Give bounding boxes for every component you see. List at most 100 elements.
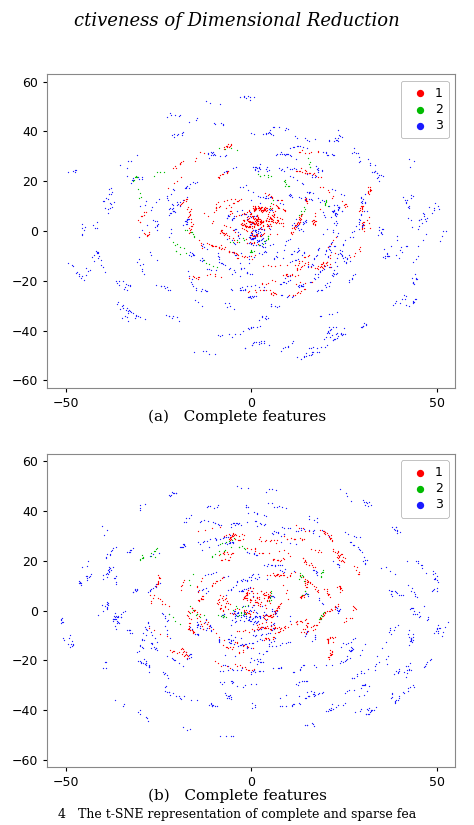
Point bbox=[280, 544, 288, 557]
Point bbox=[191, 345, 198, 358]
Point bbox=[272, 216, 280, 229]
Point bbox=[217, 547, 224, 560]
Point bbox=[299, 615, 306, 628]
Point bbox=[296, 215, 304, 229]
Point bbox=[249, 618, 256, 631]
Point bbox=[286, 536, 293, 549]
Point bbox=[215, 253, 223, 266]
Point bbox=[316, 523, 324, 536]
Point bbox=[241, 282, 249, 295]
Point bbox=[123, 624, 130, 637]
Point bbox=[228, 629, 235, 642]
Point bbox=[361, 679, 368, 692]
Point bbox=[187, 651, 195, 664]
Point bbox=[301, 554, 309, 567]
Point bbox=[197, 238, 204, 252]
Point bbox=[178, 129, 185, 142]
Point bbox=[256, 169, 264, 182]
Point bbox=[279, 342, 287, 355]
Point bbox=[139, 257, 146, 271]
Point bbox=[334, 606, 342, 620]
Point bbox=[231, 196, 238, 210]
Point bbox=[253, 217, 260, 230]
Point bbox=[350, 225, 358, 238]
Point bbox=[179, 540, 186, 554]
Point bbox=[263, 214, 270, 227]
Point bbox=[147, 546, 155, 559]
Point bbox=[253, 213, 260, 226]
Point bbox=[327, 238, 334, 251]
Point bbox=[320, 195, 328, 208]
Point bbox=[273, 216, 281, 229]
Point bbox=[194, 295, 201, 309]
Point bbox=[242, 588, 250, 601]
Point bbox=[248, 290, 255, 303]
Point bbox=[194, 535, 202, 549]
Point bbox=[223, 166, 231, 179]
Point bbox=[241, 624, 248, 637]
Point bbox=[357, 196, 365, 209]
Point bbox=[270, 630, 277, 644]
Point bbox=[341, 200, 349, 214]
Point bbox=[236, 625, 243, 638]
Point bbox=[258, 229, 265, 242]
Point bbox=[378, 223, 386, 236]
Point bbox=[237, 217, 245, 230]
Point bbox=[254, 202, 262, 215]
Point bbox=[302, 191, 310, 205]
Point bbox=[259, 283, 267, 296]
Point bbox=[229, 161, 237, 174]
Point bbox=[192, 283, 200, 296]
Point bbox=[216, 149, 224, 163]
Point bbox=[223, 229, 230, 242]
Point bbox=[275, 216, 283, 229]
Point bbox=[261, 599, 269, 612]
Point bbox=[287, 162, 294, 175]
Point bbox=[267, 170, 275, 183]
Point bbox=[266, 238, 274, 252]
Point bbox=[272, 536, 280, 549]
Point bbox=[417, 213, 425, 226]
Point bbox=[266, 191, 273, 204]
Point bbox=[301, 193, 309, 206]
Point bbox=[82, 268, 90, 281]
Point bbox=[103, 548, 110, 561]
Point bbox=[270, 661, 277, 674]
Point bbox=[204, 262, 211, 276]
Point bbox=[254, 657, 261, 670]
Point bbox=[397, 241, 405, 254]
Point bbox=[145, 226, 153, 239]
Point bbox=[266, 588, 273, 601]
Point bbox=[98, 253, 105, 266]
Point bbox=[185, 248, 193, 262]
Point bbox=[139, 550, 146, 563]
Point bbox=[360, 224, 367, 238]
Point bbox=[119, 275, 127, 288]
Point bbox=[382, 561, 390, 574]
Point bbox=[204, 237, 211, 250]
Point bbox=[221, 543, 228, 556]
Point bbox=[410, 277, 418, 290]
Point bbox=[235, 229, 242, 242]
Point bbox=[326, 307, 333, 320]
Point bbox=[256, 610, 264, 624]
Point bbox=[213, 699, 220, 712]
Point bbox=[243, 280, 251, 293]
Point bbox=[228, 206, 236, 219]
Point bbox=[102, 662, 109, 675]
Point bbox=[407, 663, 415, 676]
Point bbox=[394, 693, 402, 706]
Point bbox=[119, 298, 127, 311]
Point bbox=[247, 215, 255, 229]
Point bbox=[404, 659, 412, 672]
Point bbox=[392, 695, 399, 709]
Point bbox=[356, 214, 364, 227]
Point bbox=[111, 694, 119, 707]
Point bbox=[279, 567, 287, 580]
Point bbox=[245, 598, 252, 611]
Point bbox=[298, 521, 305, 535]
Point bbox=[305, 559, 312, 572]
Point bbox=[180, 538, 188, 551]
Point bbox=[146, 621, 153, 634]
Point bbox=[300, 658, 307, 672]
